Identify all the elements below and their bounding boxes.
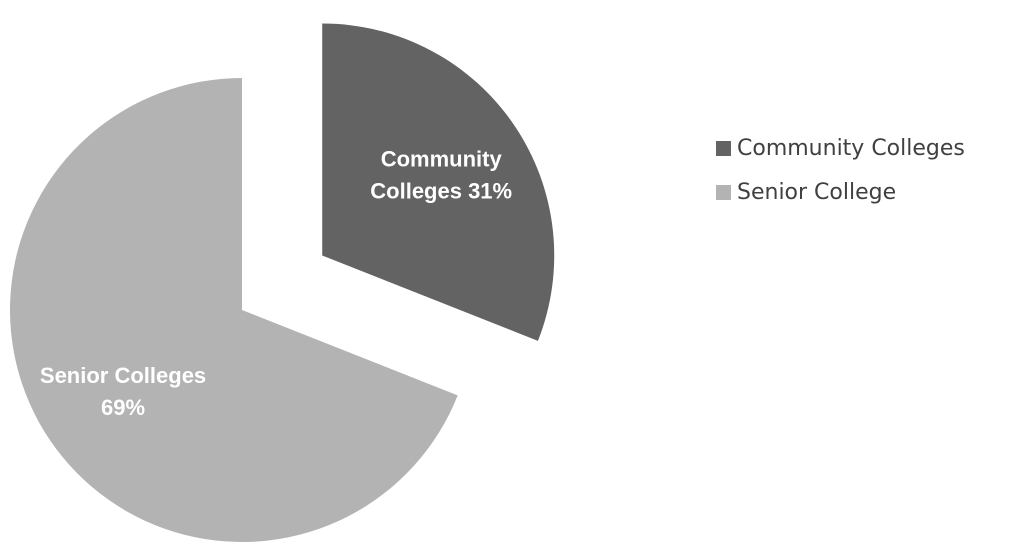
legend-label-community-colleges: Community Colleges	[737, 135, 965, 161]
legend-swatch-community-colleges	[716, 140, 731, 156]
slice-label-community-colleges: Community Colleges 31%	[370, 147, 512, 204]
chart-legend: Community Colleges Senior College	[716, 126, 965, 214]
legend-swatch-senior-college	[716, 184, 731, 200]
legend-entry-community-colleges: Community Colleges	[716, 126, 965, 170]
legend-label-senior-college: Senior College	[737, 179, 897, 205]
legend-entry-senior-college: Senior College	[716, 170, 965, 214]
pie-slice-senior-colleges	[9, 78, 458, 542]
slice-label-senior-colleges: Senior Colleges 69%	[40, 363, 206, 420]
pie-slice-community-colleges	[322, 23, 555, 341]
